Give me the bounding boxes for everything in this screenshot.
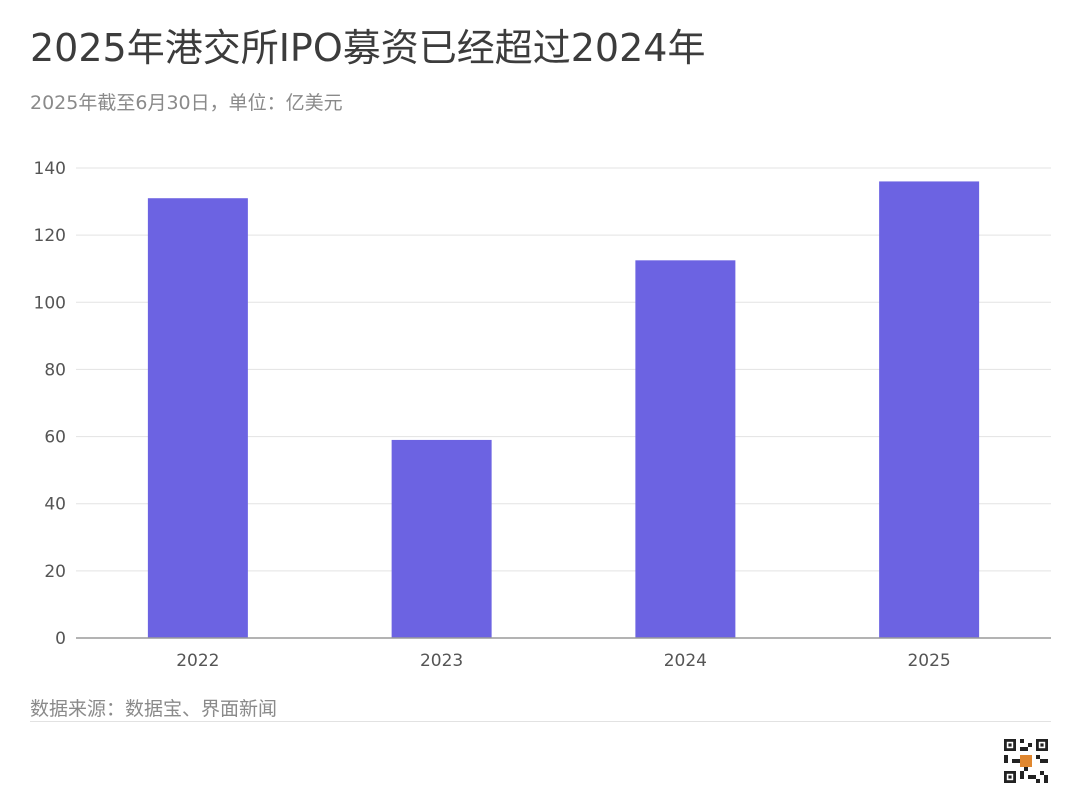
bar-2025 — [879, 181, 980, 638]
y-tick-label: 120 — [34, 226, 66, 246]
footer-divider — [30, 721, 1051, 722]
x-tick-label: 2023 — [420, 651, 463, 671]
y-tick-label: 20 — [44, 562, 66, 582]
y-tick-labels: 0 20 40 60 80 100 120 140 — [34, 159, 66, 649]
bar-2023 — [391, 439, 492, 638]
qr-code-icon — [1004, 739, 1048, 783]
chart-title: 2025年港交所IPO募资已经超过2024年 — [30, 26, 706, 70]
y-tick-label: 100 — [34, 293, 66, 313]
y-tick-label: 40 — [44, 495, 66, 515]
y-tick-label: 140 — [34, 159, 66, 179]
bar-chart: 0 20 40 60 80 100 120 140 2022 2023 2024 2025 — [34, 159, 1051, 671]
y-tick-label: 60 — [44, 428, 66, 448]
y-tick-label: 80 — [44, 360, 66, 380]
x-tick-label: 2022 — [176, 651, 219, 671]
y-tick-label: 0 — [55, 629, 66, 649]
data-source-note: 数据来源：数据宝、界面新闻 — [30, 698, 278, 720]
bars — [147, 181, 980, 638]
x-tick-labels: 2022 2023 2024 2025 — [176, 651, 951, 671]
bar-2022 — [147, 198, 248, 638]
x-tick-label: 2024 — [664, 651, 707, 671]
x-tick-label: 2025 — [907, 651, 950, 671]
bar-2024 — [635, 260, 736, 638]
chart-subtitle: 2025年截至6月30日，单位：亿美元 — [30, 92, 343, 114]
